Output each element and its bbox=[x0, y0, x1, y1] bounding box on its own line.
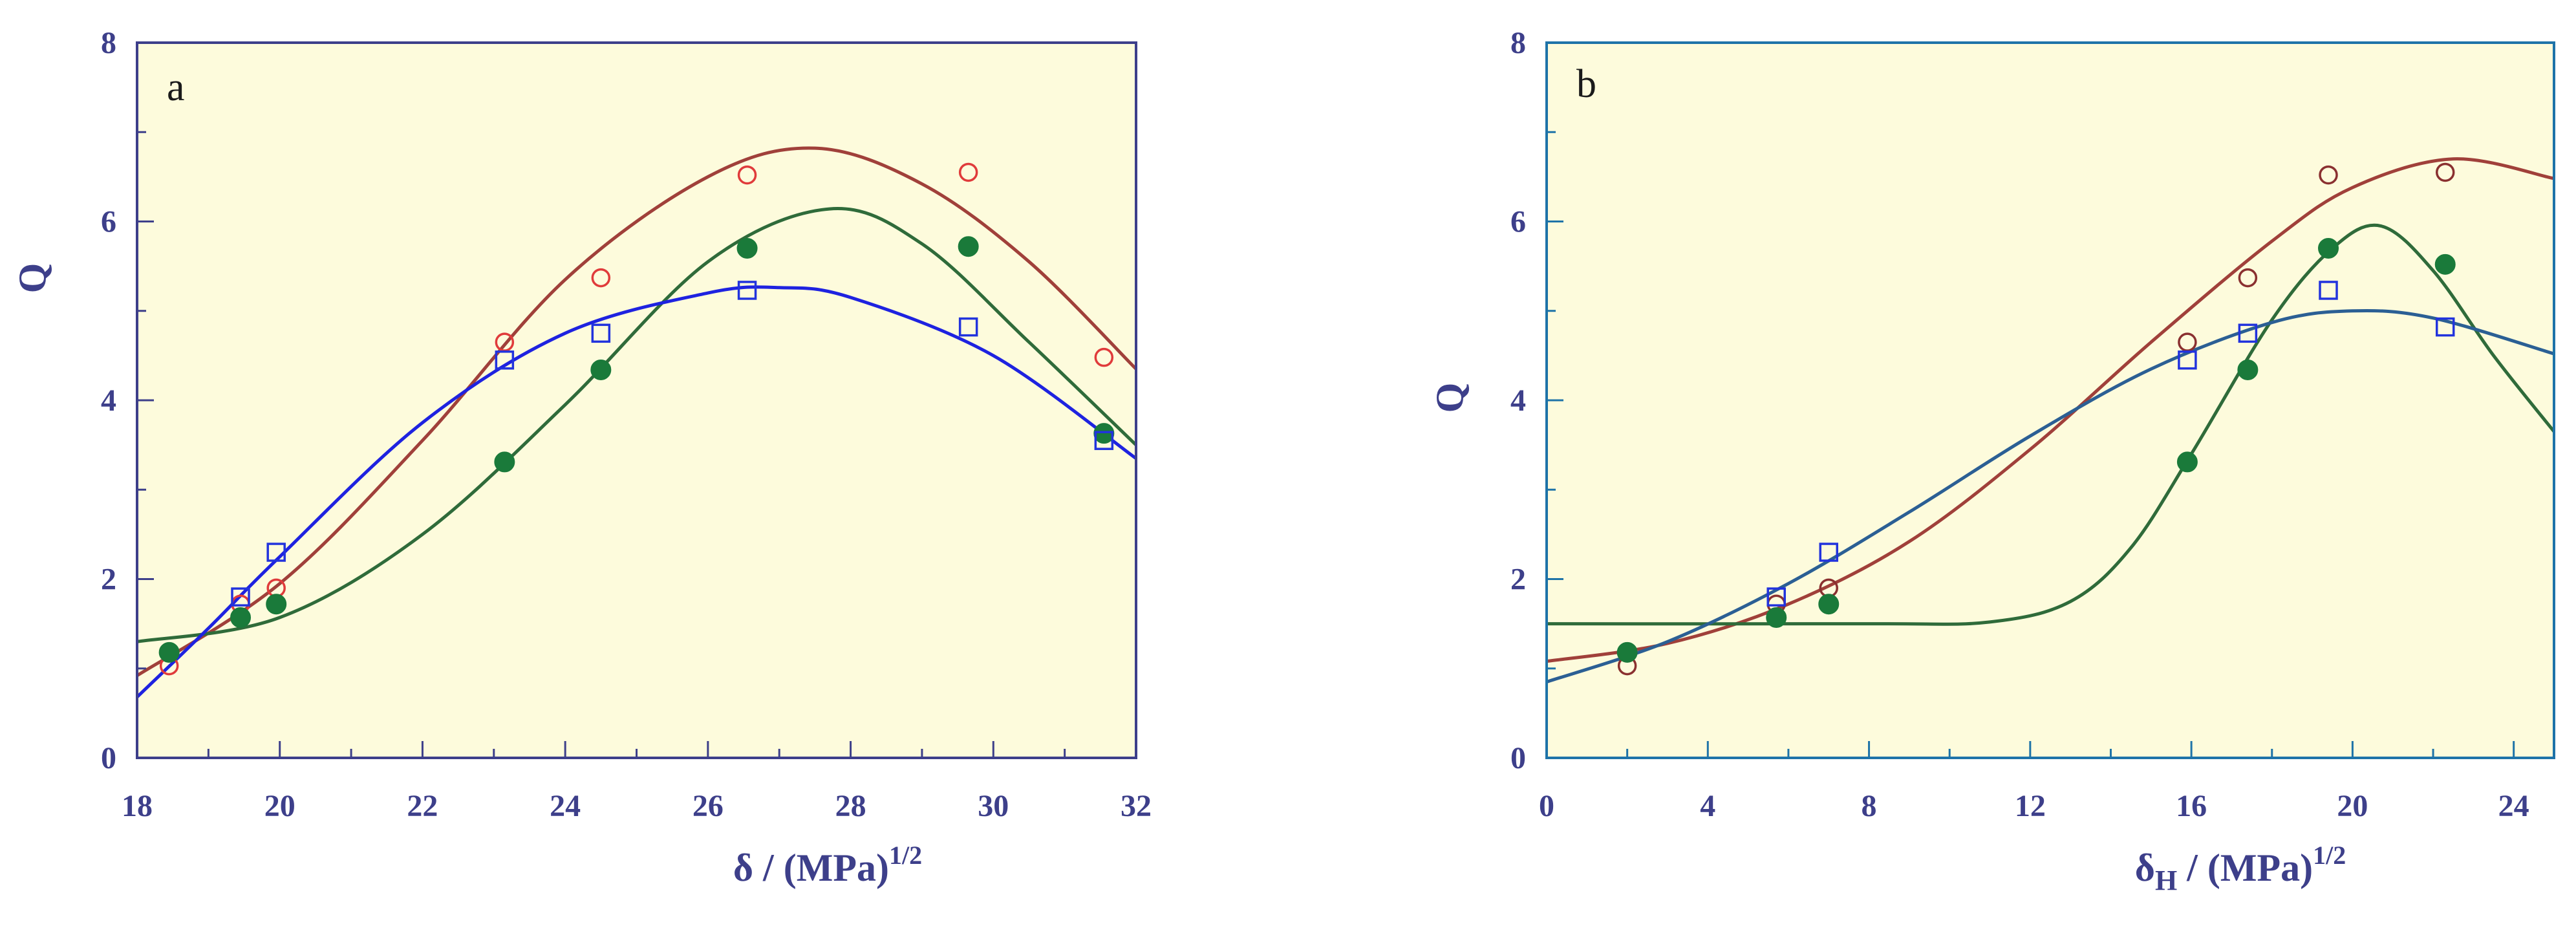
y-tick-label: 4 bbox=[1510, 383, 1526, 418]
y-tick-label: 2 bbox=[1510, 563, 1526, 597]
x-tick-label: 0 bbox=[1539, 789, 1554, 823]
y-tick-label: 6 bbox=[1510, 205, 1526, 239]
x-tick-label: 16 bbox=[2176, 789, 2207, 823]
x-tick-label: 24 bbox=[550, 789, 581, 823]
data-point-open-circle bbox=[2319, 165, 2338, 185]
fit-curve-open-square bbox=[137, 285, 1136, 698]
data-point-filled-circle bbox=[158, 641, 180, 663]
data-point-filled-circle bbox=[2434, 253, 2456, 275]
panel-letter: b bbox=[1576, 62, 1596, 106]
data-point-filled-circle bbox=[1616, 641, 1638, 663]
fit-curve-filled-circle bbox=[137, 207, 1136, 643]
data-point-open-circle bbox=[1094, 347, 1114, 367]
data-point-filled-circle bbox=[958, 236, 979, 257]
x-axis-label: δH / (MPa)1/2 bbox=[2135, 841, 2346, 896]
x-axis-label-main: δ bbox=[2135, 846, 2155, 889]
data-point-open-square bbox=[231, 587, 250, 607]
y-axis-label: Q bbox=[11, 263, 54, 294]
x-tick-label: 32 bbox=[1121, 789, 1152, 823]
x-axis-label-unit: / (MPa) bbox=[2177, 846, 2313, 889]
x-tick-label: 20 bbox=[264, 789, 295, 823]
data-point-filled-circle bbox=[1766, 607, 1787, 628]
data-point-open-square bbox=[1819, 543, 1838, 562]
fit-curve-open-square bbox=[1547, 308, 2554, 684]
data-point-open-square bbox=[2319, 281, 2338, 300]
data-point-open-circle bbox=[737, 165, 757, 185]
fit-curve-filled-circle bbox=[1547, 223, 2554, 626]
x-axis-label: δ / (MPa)1/2 bbox=[733, 841, 922, 889]
panel-letter: a bbox=[167, 65, 185, 109]
data-point-filled-circle bbox=[2237, 359, 2259, 380]
x-tick-label: 30 bbox=[978, 789, 1009, 823]
x-axis-label-subscript: H bbox=[2155, 865, 2177, 896]
data-point-open-circle bbox=[2238, 268, 2258, 288]
y-tick-label: 8 bbox=[101, 26, 116, 60]
data-point-open-square bbox=[1766, 587, 1786, 607]
x-tick-label: 24 bbox=[2498, 789, 2529, 823]
plot-background bbox=[137, 43, 1136, 758]
x-tick-label: 18 bbox=[122, 789, 153, 823]
data-point-filled-circle bbox=[1818, 594, 1840, 615]
x-tick-label: 22 bbox=[407, 789, 438, 823]
y-tick-label: 2 bbox=[101, 563, 116, 597]
data-point-open-square bbox=[958, 317, 978, 337]
x-tick-label: 26 bbox=[692, 789, 724, 823]
y-tick-label: 0 bbox=[101, 741, 116, 775]
data-point-open-circle bbox=[2435, 162, 2455, 182]
x-axis-label-main: δ / (MPa) bbox=[733, 846, 889, 889]
data-point-filled-circle bbox=[1093, 423, 1115, 444]
data-point-open-square bbox=[2435, 317, 2455, 337]
y-tick-label: 6 bbox=[101, 205, 116, 239]
y-axis-label: Q bbox=[1428, 383, 1471, 413]
data-point-open-square bbox=[2178, 350, 2197, 370]
y-tick-label: 8 bbox=[1510, 26, 1526, 60]
data-point-filled-circle bbox=[230, 607, 252, 628]
data-point-filled-circle bbox=[266, 594, 287, 615]
data-point-open-square bbox=[737, 281, 757, 300]
data-point-open-square bbox=[2238, 323, 2258, 343]
x-tick-label: 12 bbox=[2015, 789, 2046, 823]
x-axis-label-superscript: 1/2 bbox=[889, 841, 922, 870]
fit-curve-open-circle bbox=[137, 146, 1136, 677]
data-point-open-square bbox=[591, 323, 611, 343]
x-tick-label: 8 bbox=[1862, 789, 1877, 823]
data-point-filled-circle bbox=[2176, 451, 2198, 473]
y-tick-label: 0 bbox=[1510, 741, 1526, 775]
data-point-open-circle bbox=[591, 268, 611, 288]
data-point-open-square bbox=[495, 350, 515, 370]
x-axis-label-superscript: 1/2 bbox=[2313, 841, 2346, 870]
x-tick-label: 20 bbox=[2337, 789, 2368, 823]
data-point-filled-circle bbox=[590, 359, 612, 380]
data-point-filled-circle bbox=[494, 451, 515, 473]
plot-background bbox=[1547, 43, 2554, 758]
x-tick-label: 28 bbox=[835, 789, 866, 823]
fit-curve-open-circle bbox=[1547, 157, 2554, 663]
data-point-filled-circle bbox=[2318, 237, 2339, 259]
data-point-open-square bbox=[1094, 431, 1114, 450]
data-point-filled-circle bbox=[736, 237, 758, 259]
x-tick-label: 4 bbox=[1700, 789, 1715, 823]
y-tick-label: 4 bbox=[101, 383, 116, 418]
data-point-open-circle bbox=[958, 162, 978, 182]
data-point-open-square bbox=[266, 543, 286, 562]
